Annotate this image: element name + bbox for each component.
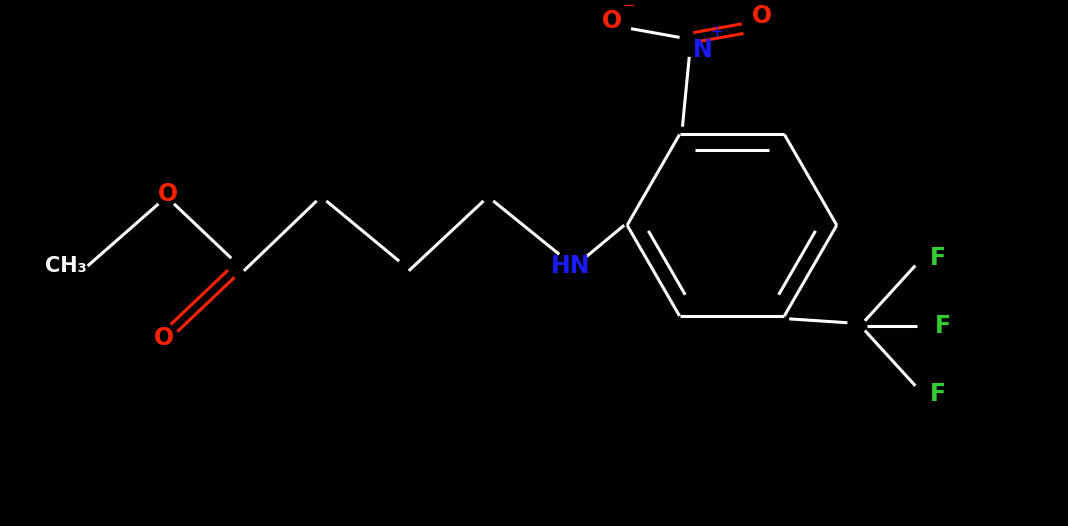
Text: −: −: [623, 0, 635, 13]
Text: O: O: [752, 4, 772, 28]
Text: HN: HN: [551, 254, 591, 278]
Text: O: O: [154, 326, 174, 350]
Text: O: O: [158, 182, 178, 206]
Text: F: F: [929, 246, 946, 270]
Text: CH₃: CH₃: [46, 256, 88, 276]
Text: +: +: [710, 25, 723, 40]
Text: F: F: [934, 313, 951, 338]
Text: N: N: [693, 38, 712, 62]
Text: O: O: [601, 9, 622, 33]
Text: F: F: [929, 381, 946, 406]
